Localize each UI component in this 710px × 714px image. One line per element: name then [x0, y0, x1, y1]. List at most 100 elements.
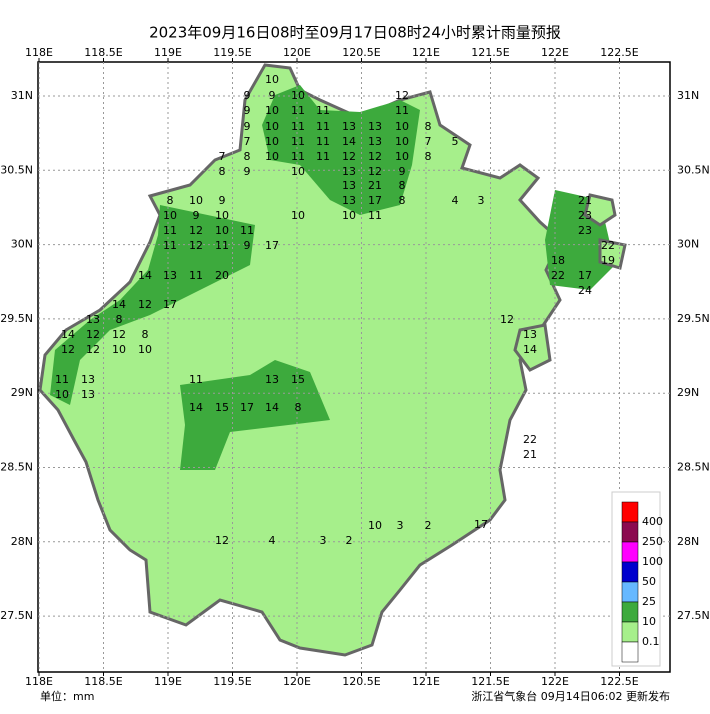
station-value: 15 [215, 401, 229, 414]
station-value: 13 [86, 313, 100, 326]
lat-label-right: 27.5N [677, 609, 710, 622]
lon-label-bottom: 118.5E [84, 675, 122, 688]
rain-area [262, 85, 420, 215]
lat-label-left: 30N [11, 238, 33, 251]
station-value: 10 [215, 224, 229, 237]
station-value: 11 [291, 104, 305, 117]
station-value: 13 [81, 373, 95, 386]
island [513, 323, 552, 372]
station-value: 14 [112, 298, 126, 311]
station-value: 10 [265, 150, 279, 163]
station-value: 12 [395, 89, 409, 102]
station-value: 4 [269, 534, 276, 547]
station-value: 11 [240, 224, 254, 237]
station-value: 22 [551, 269, 565, 282]
station-value: 13 [342, 194, 356, 207]
station-value: 2 [425, 519, 432, 532]
station-value: 9 [244, 89, 251, 102]
station-value: 10 [291, 165, 305, 178]
station-value: 12 [215, 534, 229, 547]
legend-level: 0.1 [642, 635, 660, 648]
station-value: 14 [61, 328, 75, 341]
lat-label-right: 29N [677, 386, 699, 399]
lat-label-right: 28.5N [677, 461, 710, 474]
lon-label-top: 120E [283, 46, 311, 59]
station-value: 13 [342, 179, 356, 192]
station-value: 13 [163, 269, 177, 282]
lon-label-bottom: 121.5E [471, 675, 509, 688]
station-value: 11 [395, 104, 409, 117]
lat-label-right: 30N [677, 238, 699, 251]
station-value: 17 [578, 269, 592, 282]
rain-area [50, 205, 255, 405]
lon-label-bottom: 120E [283, 675, 311, 688]
station-value: 18 [551, 254, 565, 267]
lon-label-top: 119E [154, 46, 182, 59]
station-value: 12 [368, 165, 382, 178]
station-value: 12 [138, 298, 152, 311]
station-value: 17 [240, 401, 254, 414]
lon-label-bottom: 122E [541, 675, 569, 688]
station-value: 17 [368, 194, 382, 207]
station-value: 23 [578, 224, 592, 237]
station-value: 11 [189, 373, 203, 386]
legend-swatch [621, 641, 639, 663]
station-value: 12 [189, 239, 203, 252]
lon-label-bottom: 122.5E [600, 675, 638, 688]
station-value: 11 [291, 150, 305, 163]
station-value: 8 [219, 165, 226, 178]
station-value: 7 [244, 135, 251, 148]
station-value: 13 [342, 165, 356, 178]
station-value: 10 [215, 209, 229, 222]
lat-label-left: 29N [11, 386, 33, 399]
legend-swatch [621, 521, 639, 543]
lon-label-top: 122E [541, 46, 569, 59]
station-value: 10 [368, 519, 382, 532]
station-value: 9 [244, 120, 251, 133]
lon-label-top: 118E [25, 46, 53, 59]
station-value: 3 [397, 519, 404, 532]
station-value: 10 [189, 194, 203, 207]
station-value: 10 [395, 135, 409, 148]
footer: 浙江省气象台 09月14日06:02 更新发布 [471, 689, 670, 703]
station-value: 11 [189, 269, 203, 282]
station-value: 13 [81, 388, 95, 401]
legend-level: 50 [642, 575, 656, 588]
legend-level: 25 [642, 595, 656, 608]
lon-label-bottom: 121E [412, 675, 440, 688]
station-value: 10 [138, 343, 152, 356]
station-value: 11 [55, 373, 69, 386]
station-value: 3 [478, 194, 485, 207]
station-value: 7 [425, 135, 432, 148]
station-value: 10 [265, 73, 279, 86]
title: 2023年09月16日08时至09月17日08时24小时累计雨量预报 [149, 24, 561, 42]
station-value: 22 [601, 239, 615, 252]
station-value: 10 [112, 343, 126, 356]
legend-swatch [621, 581, 639, 603]
station-value: 13 [368, 135, 382, 148]
station-value: 8 [425, 120, 432, 133]
lon-label-bottom: 118E [25, 675, 53, 688]
station-value: 14 [265, 401, 279, 414]
unit-label: 单位：mm [40, 689, 94, 703]
station-value: 12 [61, 343, 75, 356]
station-value: 11 [163, 224, 177, 237]
legend-level: 10 [642, 615, 656, 628]
lat-label-right: 31N [677, 89, 699, 102]
lon-label-top: 119.5E [213, 46, 251, 59]
legend-swatch [621, 541, 639, 563]
station-value: 13 [368, 120, 382, 133]
station-value: 14 [189, 401, 203, 414]
station-value: 9 [244, 239, 251, 252]
station-value: 11 [316, 150, 330, 163]
island [583, 193, 617, 227]
station-value: 21 [523, 448, 537, 461]
station-value: 11 [215, 239, 229, 252]
station-value: 17 [474, 518, 488, 531]
station-value: 11 [316, 120, 330, 133]
lat-label-right: 30.5N [677, 163, 710, 176]
station-value: 11 [316, 135, 330, 148]
station-value: 17 [163, 298, 177, 311]
station-value: 8 [244, 150, 251, 163]
province [38, 63, 627, 657]
